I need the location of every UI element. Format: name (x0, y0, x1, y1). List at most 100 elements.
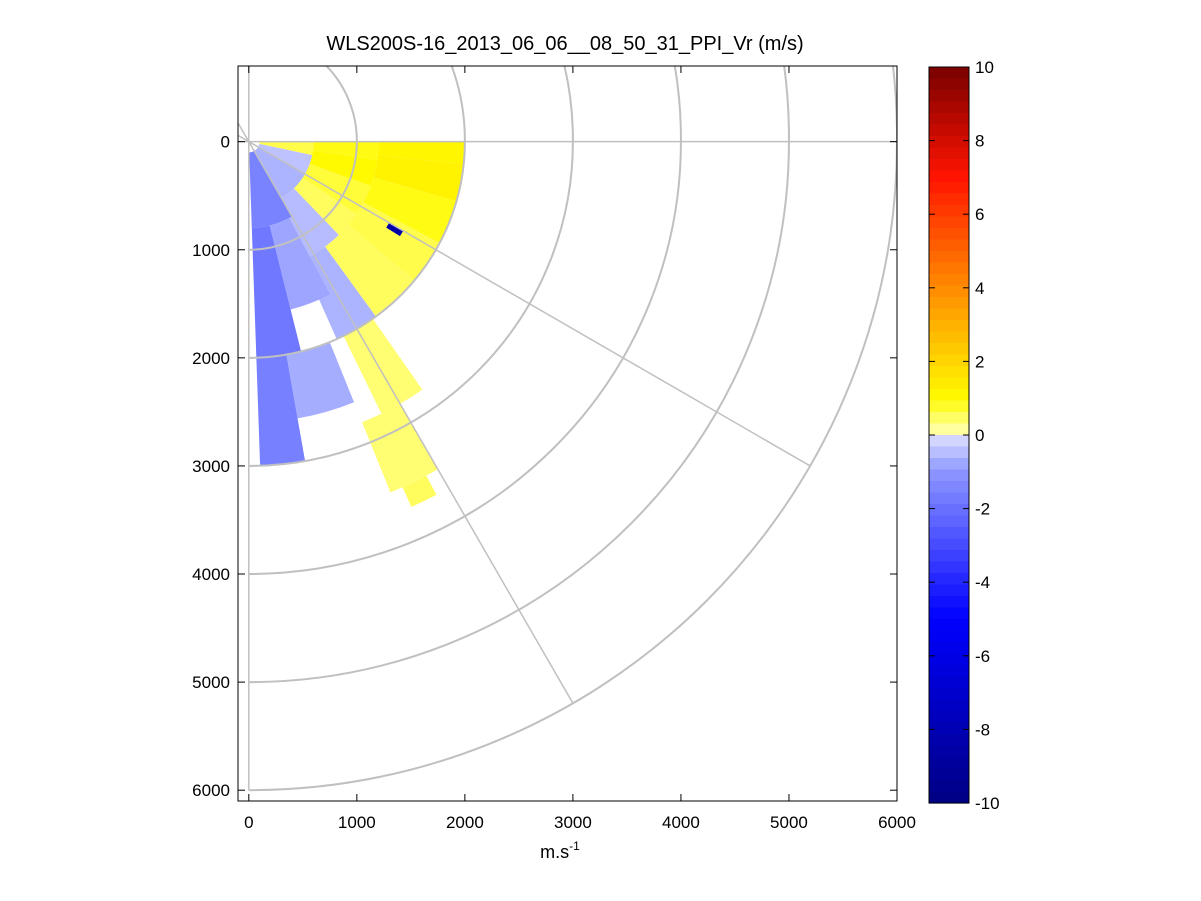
colorbar-step-45 (929, 584, 969, 597)
range-ring-2000 (248, 141, 466, 359)
colorbar-step-41 (929, 538, 969, 551)
colorbar-step-54 (929, 688, 969, 701)
colorbar-step-1 (929, 78, 969, 91)
x-axis-label-superscript: -1 (569, 839, 580, 853)
y-tick-label-2: 2000 (192, 349, 230, 368)
range-ring-upper-2000 (450, 66, 466, 142)
colorbar-step-37 (929, 492, 969, 505)
colorbar-step-7 (929, 147, 969, 160)
plot-area: 0 1000 2000 3000 4000 5000 6000 0 1000 2000 3000 4… (192, 65, 916, 832)
colorbar-step-24 (929, 343, 969, 356)
velocity-bin-3 (309, 150, 378, 187)
x-tick-label-6: 6000 (878, 813, 916, 832)
colorbar-tick-label-9: -8 (975, 720, 990, 739)
y-tick-label-1: 1000 (192, 241, 230, 260)
colorbar-step-40 (929, 527, 969, 540)
colorbar-step-31 (929, 423, 969, 436)
range-ring-upper-6000 (891, 66, 897, 142)
colorbar-tick-label-7: -4 (975, 573, 990, 592)
velocity-bin-2 (377, 141, 465, 165)
velocity-bin-8 (293, 177, 357, 235)
colorbar-step-28 (929, 389, 969, 402)
velocity-bin-12 (402, 475, 437, 508)
colorbar-step-21 (929, 308, 969, 321)
colorbar-step-26 (929, 366, 969, 379)
velocity-bin-11 (362, 403, 438, 493)
velocity-bins (249, 141, 465, 508)
colorbar-step-55 (929, 699, 969, 712)
velocity-bin-7 (348, 202, 440, 281)
colorbar-step-6 (929, 136, 969, 149)
range-ring-upper-3000 (563, 66, 574, 142)
range-ring-upper-4000 (673, 66, 682, 142)
x-tick-label-5: 5000 (770, 813, 808, 832)
colorbar-step-4 (929, 113, 969, 126)
colorbar-step-13 (929, 216, 969, 229)
colorbar-step-27 (929, 377, 969, 390)
colorbar-step-42 (929, 550, 969, 563)
colorbar-step-53 (929, 676, 969, 689)
range-ring-upper-5000 (783, 66, 790, 142)
range-ring-4000 (248, 141, 682, 576)
colorbar-tick-label-0: 10 (975, 58, 994, 77)
x-tick-label-3: 3000 (554, 813, 592, 832)
velocity-bin-21 (256, 354, 306, 466)
colorbar-step-0 (929, 67, 969, 80)
polar-grid (238, 66, 897, 792)
colorbar-step-19 (929, 285, 969, 298)
colorbar-step-8 (929, 159, 969, 172)
colorbar-step-52 (929, 665, 969, 678)
velocity-bin-0 (259, 141, 314, 156)
colorbar-step-2 (929, 90, 969, 103)
colorbar-step-39 (929, 515, 969, 528)
colorbar-tick-label-6: -2 (975, 500, 990, 519)
velocity-bin-15 (279, 188, 339, 257)
x-axis-label: m.s-1 (540, 839, 580, 862)
x-tick-label-0: 0 (244, 813, 253, 832)
x-tick-label-1: 1000 (338, 813, 376, 832)
colorbar-step-29 (929, 400, 969, 413)
colorbar-step-16 (929, 251, 969, 264)
plot-frame (237, 65, 898, 802)
colorbar-step-17 (929, 262, 969, 275)
colorbar-step-60 (929, 757, 969, 770)
spoke-60deg (248, 141, 574, 704)
colorbar-step-35 (929, 469, 969, 482)
y-tick-label-6: 6000 (192, 781, 230, 800)
velocity-bin-13 (258, 143, 313, 175)
colorbar-step-22 (929, 320, 969, 333)
colorbar-step-57 (929, 722, 969, 735)
colorbar-gradient (929, 67, 969, 804)
colorbar-step-9 (929, 170, 969, 183)
colorbar-tick-label-5: 0 (975, 426, 984, 445)
colorbar-step-36 (929, 481, 969, 494)
colorbar-tick-label-8: -6 (975, 647, 990, 666)
range-ring-6000 (248, 141, 897, 792)
velocity-bin-20 (286, 342, 355, 419)
x-tick-label-4: 4000 (662, 813, 700, 832)
velocity-bin-22 (386, 222, 404, 237)
spoke-30deg (248, 141, 811, 467)
velocity-bin-10 (343, 318, 423, 414)
x-axis-label-base: m.s (540, 842, 569, 862)
y-tick-label-3: 3000 (192, 457, 230, 476)
colorbar-tick-label-10: -10 (975, 794, 1000, 813)
colorbar-step-50 (929, 642, 969, 655)
colorbar: 10 8 6 4 2 0 -2 -4 -6 -8 -10 (928, 58, 1000, 813)
colorbar-tick-label-3: 4 (975, 279, 984, 298)
colorbar-step-61 (929, 768, 969, 781)
colorbar-step-56 (929, 711, 969, 724)
colorbar-step-23 (929, 331, 969, 344)
colorbar-step-5 (929, 124, 969, 137)
colorbar-step-47 (929, 607, 969, 620)
colorbar-step-14 (929, 228, 969, 241)
x-tick-label-2: 2000 (446, 813, 484, 832)
colorbar-step-51 (929, 653, 969, 666)
colorbar-step-38 (929, 504, 969, 517)
colorbar-ticks: 10 8 6 4 2 0 -2 -4 -6 -8 -10 (929, 58, 1000, 813)
colorbar-step-25 (929, 354, 969, 367)
colorbar-step-32 (929, 435, 969, 448)
chart-title: WLS200S-16_2013_06_06__08_50_31_PPI_Vr (… (326, 33, 803, 55)
colorbar-step-20 (929, 297, 969, 310)
